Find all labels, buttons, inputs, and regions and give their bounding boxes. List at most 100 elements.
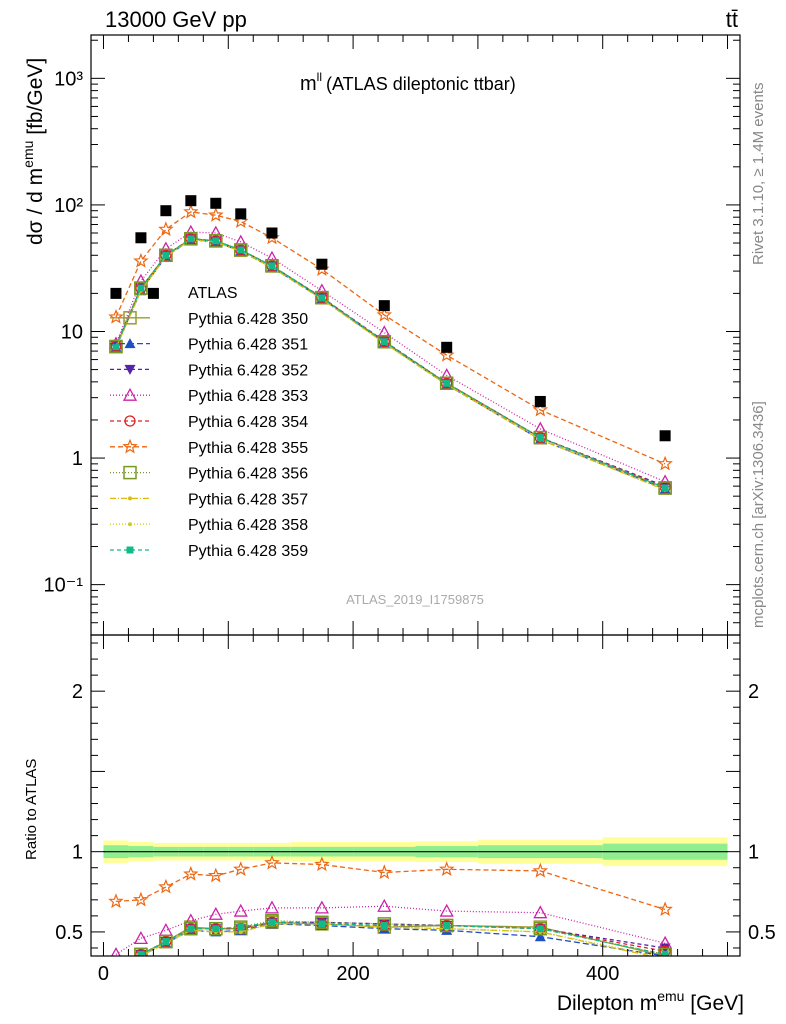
main-series-point [185, 233, 197, 245]
ratio-series-point [657, 901, 673, 917]
legend-swatch-marker [122, 438, 138, 454]
ratio-series-point [233, 861, 249, 876]
ratio-series-point [658, 947, 672, 956]
legend-swatch-marker [123, 311, 137, 325]
main-series-point [377, 334, 392, 349]
ratio-series-point [376, 864, 393, 880]
ratio-series-point [187, 925, 195, 933]
ratio-series-point [377, 917, 392, 931]
main-series-line [115, 211, 666, 465]
ratio-series-point [377, 898, 392, 912]
main-ytick-label: 10⁻¹ [44, 575, 84, 597]
ratio-ytick-label-right: 2 [748, 681, 759, 703]
ratio-series-point [438, 861, 455, 876]
main-series-point [183, 203, 199, 219]
ratio-series-point [533, 905, 548, 919]
ratio-ytick-label: 0.5 [55, 922, 83, 944]
legend-entry-label: Pythia 6.428 350 [188, 311, 308, 328]
main-ytick-label: 10³ [54, 68, 83, 90]
legend-swatch-marker [123, 465, 137, 480]
ratio-series-point [237, 923, 245, 931]
data-point [185, 195, 197, 207]
xtick-label: 200 [336, 963, 369, 985]
legend-entry-label: Pythia 6.428 358 [188, 517, 308, 534]
ratio-series-line [135, 921, 666, 956]
ratio-series-point [110, 960, 122, 972]
xtick-label: 400 [586, 963, 619, 985]
ratio-series-point [184, 921, 198, 936]
ratio-series-point [158, 922, 173, 936]
main-series-point [234, 243, 248, 257]
legend-swatch-marker [124, 415, 136, 427]
main-ytick-label: 10 [61, 321, 83, 343]
main-series-line [115, 231, 666, 483]
main-series-point [266, 260, 278, 272]
data-point [266, 227, 278, 239]
main-series-point [441, 377, 453, 389]
plot-title-symbol: m [300, 73, 317, 95]
ratio-curves [108, 854, 673, 972]
ratio-ylabel: Ratio to ATLAS [23, 759, 40, 860]
legend-swatch-marker [124, 364, 136, 375]
legend-entry-label: Pythia 6.428 353 [188, 388, 308, 405]
ratio-series-point [380, 922, 388, 930]
ratio-series-point [264, 900, 280, 914]
ratio-series-point [110, 961, 121, 971]
data-point [659, 430, 671, 442]
main-series-point [134, 281, 148, 295]
data-point [110, 287, 122, 299]
header-right: tt̄ [726, 7, 738, 32]
ratio-series-point [114, 965, 118, 969]
ratio-series-point [133, 891, 149, 907]
main-series-point [534, 431, 546, 444]
ratio-series-point [111, 947, 121, 956]
ratio-series-point [110, 960, 122, 972]
main-series-point [532, 401, 549, 417]
ratio-series-point [314, 856, 330, 872]
ratio-series-point [661, 950, 669, 956]
main-series-point [109, 339, 123, 354]
ratio-series-point [114, 965, 118, 969]
main-series-point [212, 237, 220, 245]
plot-title-text: (ATLAS dileptonic ttbar) [326, 74, 516, 94]
legend-swatch-marker [128, 496, 132, 501]
ratio-series-point [134, 947, 148, 956]
ratio-series-point [265, 913, 279, 928]
plot-title: mll (ATLAS dileptonic ttbar) [300, 70, 516, 95]
rivet-label: Rivet 3.1.10, ≥ 1.4M events [750, 83, 767, 266]
legend-entry-label: Pythia 6.428 355 [188, 440, 308, 457]
data-point [378, 300, 390, 312]
legend-swatch-marker [124, 338, 136, 349]
main-series-point [237, 246, 245, 254]
ratio-series-point [268, 918, 276, 926]
ratio-series-point [159, 934, 173, 949]
main-series-point [133, 252, 149, 268]
main-series-point [318, 294, 326, 302]
main-series-point [233, 213, 249, 229]
data-point [235, 208, 247, 220]
mcplots-label: mcplots.cern.ch [arXiv:1306.3436] [750, 401, 767, 628]
ratio-series-point [264, 854, 280, 870]
ratio-series-line [115, 862, 666, 911]
main-curves [108, 203, 673, 495]
main-series-point [536, 434, 544, 442]
legend-swatch-marker [128, 522, 132, 527]
main-series-point [112, 343, 120, 351]
ratio-ytick-label-right: 0.5 [748, 922, 776, 944]
watermark: ATLAS_2019_I1759875 [346, 592, 484, 607]
main-series-point [315, 290, 329, 305]
legend-entry-label: Pythia 6.428 357 [188, 491, 308, 508]
ratio-series-point [133, 930, 149, 944]
ratio-series-point [659, 945, 671, 956]
ratio-series-point [162, 938, 170, 946]
header-left: 13000 GeV pp [105, 7, 247, 32]
main-series-point [108, 308, 124, 324]
ratio-series-point [135, 948, 147, 956]
axes: 10⁻¹ 1 10 10² 10³ 0.5 0.5 1 1 2 2 0 200 400 [44, 35, 776, 985]
plot-title-superscript: ll [317, 70, 322, 84]
ratio-series-point [111, 961, 121, 971]
main-series-point [160, 249, 172, 261]
main-series-point [159, 248, 173, 263]
ratio-ytick-label: 1 [72, 842, 83, 864]
